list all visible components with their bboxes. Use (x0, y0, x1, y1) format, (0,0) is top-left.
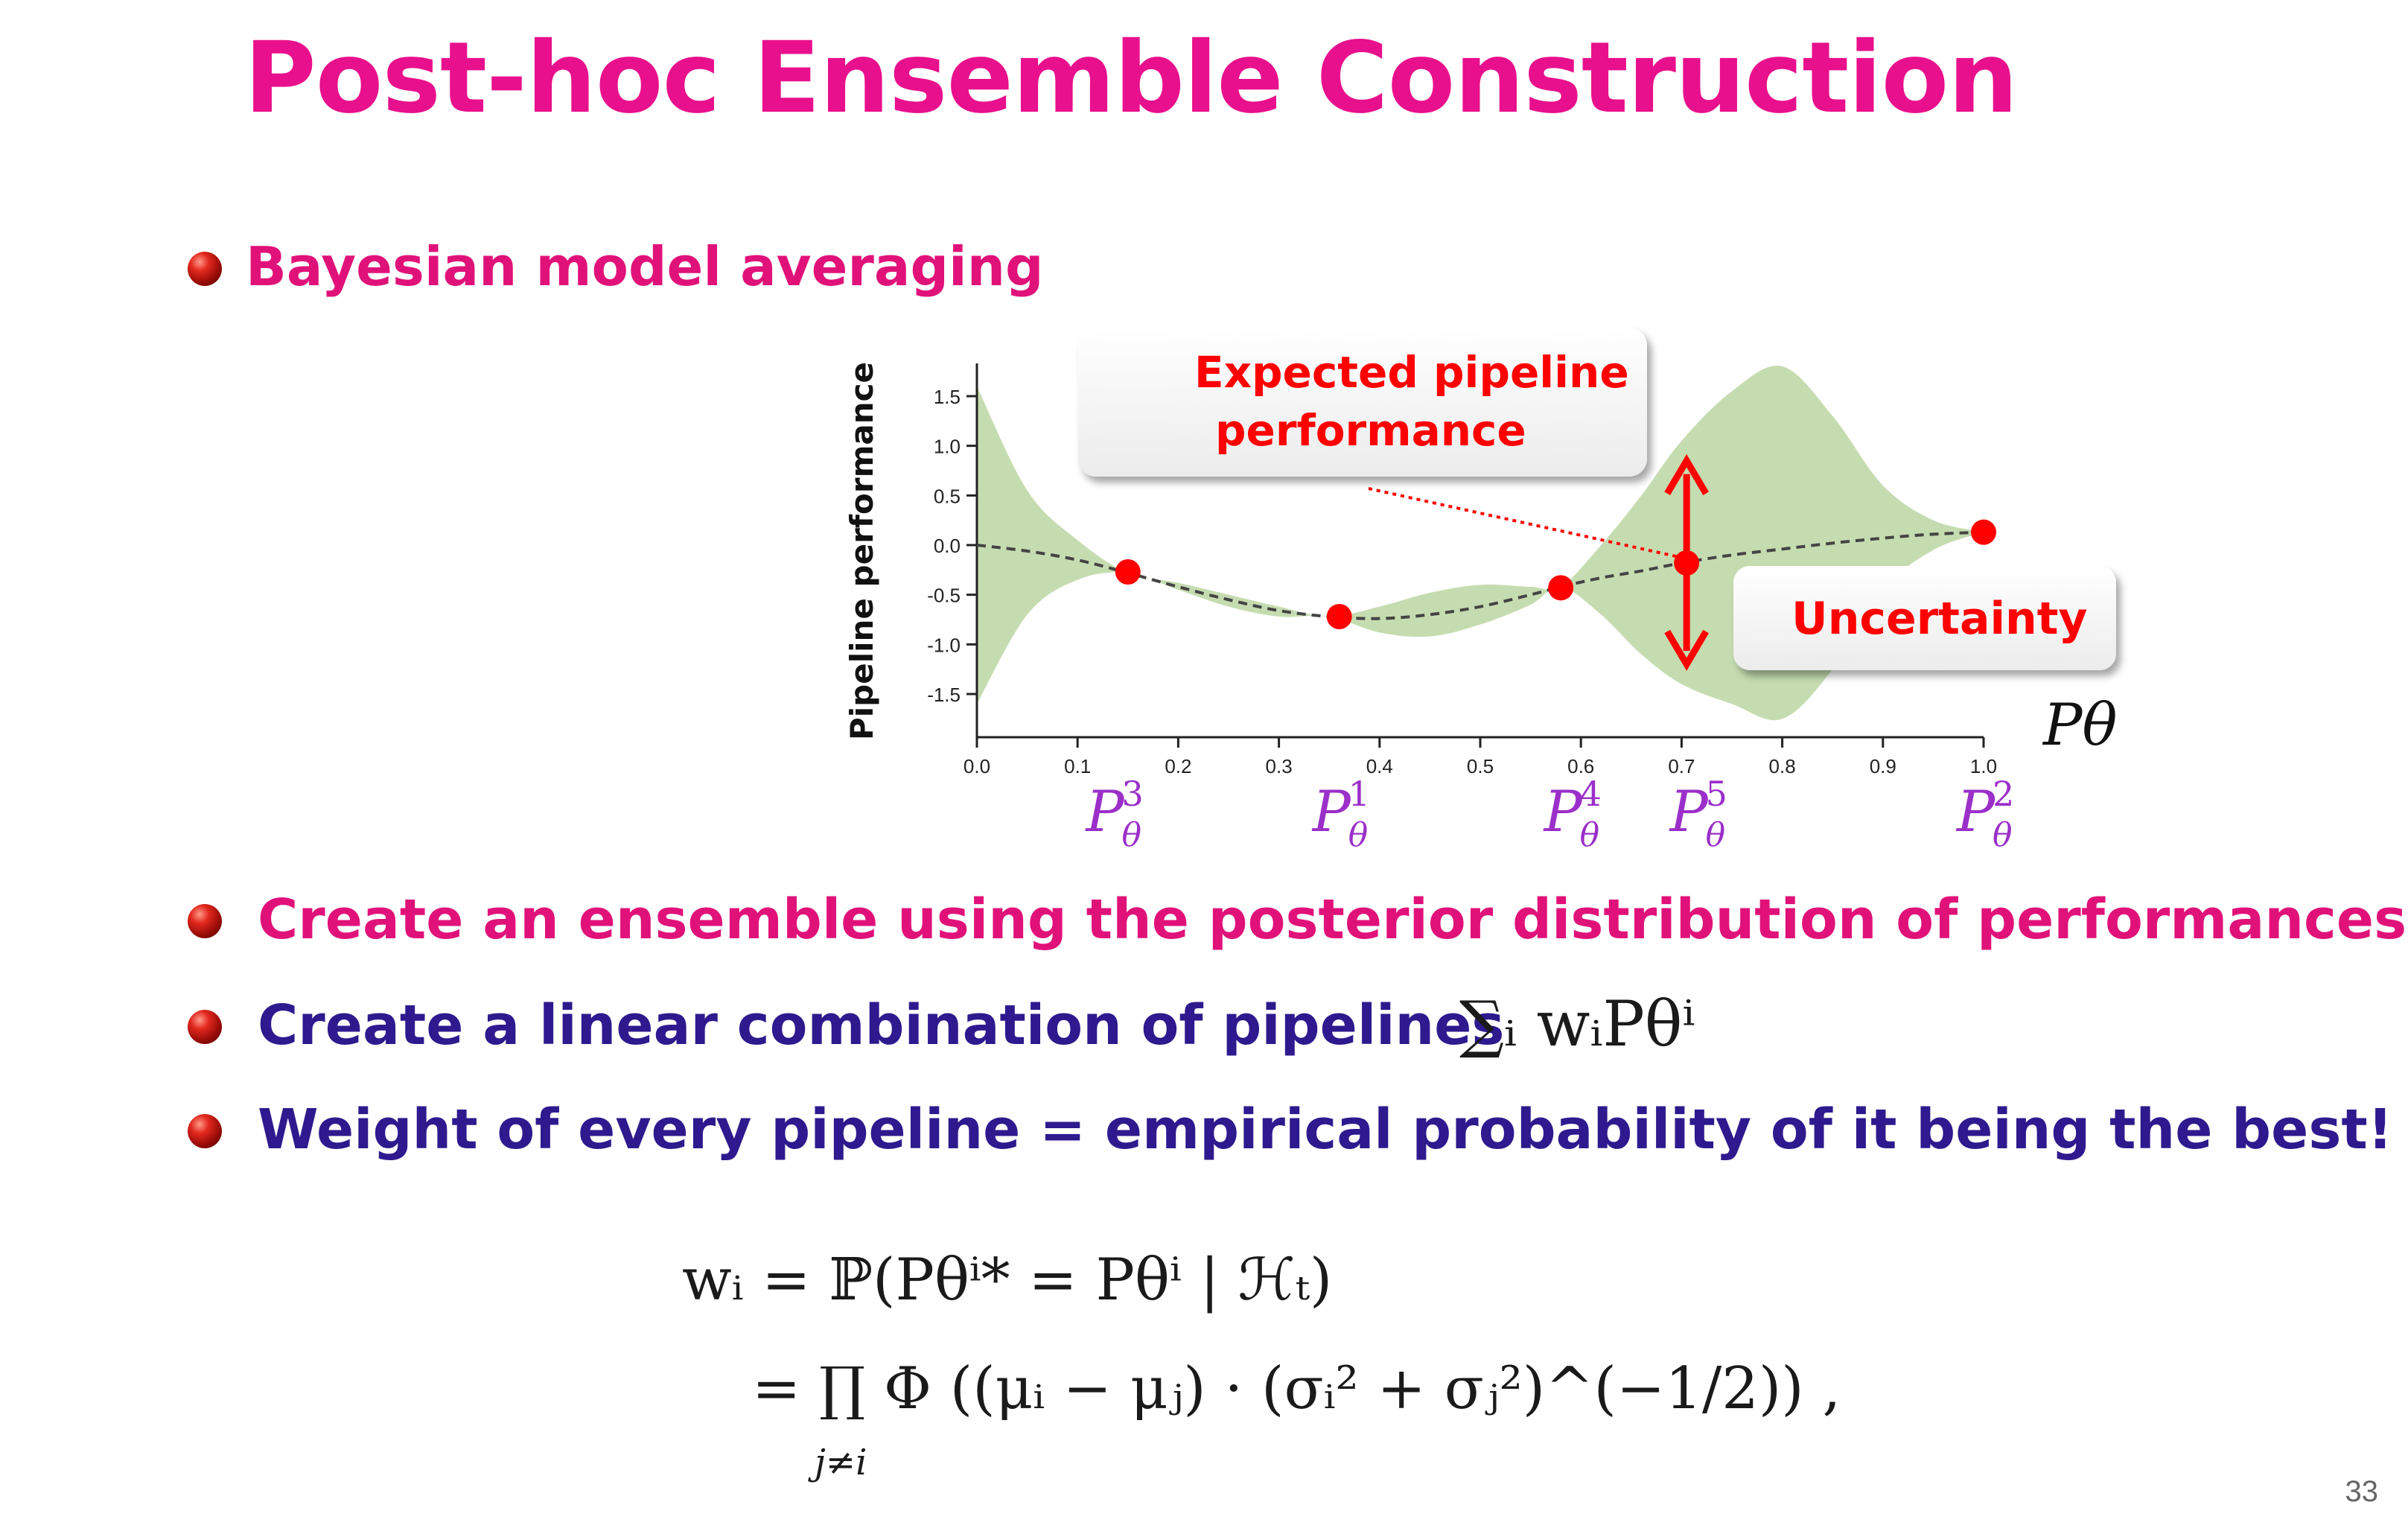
pipeline-label-sub: θ (1993, 816, 2013, 854)
pipeline-label-sup: 5 (1706, 774, 1727, 814)
pipeline-label-base: P (1085, 778, 1126, 844)
y-tick-label: 1.5 (934, 386, 961, 408)
slide-title: Post-hoc Ensemble Construction (244, 21, 2018, 136)
bullet-bayesian: Bayesian model averaging (246, 235, 1044, 298)
pipeline-label-sub: θ (1580, 816, 1600, 854)
pipeline-label-base: P (1543, 778, 1584, 844)
x-tick-label: 0.0 (963, 755, 990, 777)
pipeline-label-sup: 2 (1993, 774, 2014, 814)
pipeline-label-sup: 3 (1122, 774, 1144, 814)
bullet-ensemble-posterior: Create an ensemble using the posterior d… (258, 888, 2407, 952)
x-tick-label: 0.9 (1870, 755, 1896, 777)
bullet-linear-combination: Create a linear combination of pipelines (258, 993, 1505, 1057)
expected-callout-line1: Expected pipeline (1194, 347, 1629, 398)
y-tick-label: 0.5 (934, 485, 961, 507)
pipeline-point (1326, 604, 1352, 629)
x-tick-label: 0.6 (1567, 755, 1594, 777)
y-tick-label: -0.5 (927, 585, 961, 607)
weight-equation-line1: wᵢ = ℙ(Pθⁱ* = Pθⁱ | ℋₜ) (682, 1247, 1333, 1314)
pipeline-label-base: P (1311, 778, 1352, 844)
weight-equation-subscript: j≠i (815, 1442, 867, 1483)
x-tick-label: 0.7 (1668, 755, 1695, 777)
pipeline-label-sub: θ (1348, 816, 1369, 854)
pipeline-label-base: P (1669, 778, 1710, 844)
y-tick-label: -1.0 (927, 634, 961, 656)
uncertainty-arrow-head-up (1664, 454, 1710, 495)
sum-formula: ∑ᵢ wᵢPθⁱ (1459, 987, 1695, 1060)
x-tick-label: 0.1 (1064, 755, 1091, 777)
expected-pointer-line (1368, 487, 1680, 559)
pipeline-label: P5θ (1669, 774, 1727, 854)
bullet-icon (188, 1114, 222, 1148)
pipeline-point (1548, 575, 1574, 601)
y-tick-label: 1.0 (934, 436, 961, 458)
bullet-icon (188, 904, 222, 938)
weight-equation-line2: = ∏ Φ ((μᵢ − μⱼ) · (σᵢ² + σⱼ²)^(−1/2)) , (752, 1355, 1841, 1422)
uncertainty-band (977, 366, 1984, 721)
bullet-weight-definition: Weight of every pipeline = empirical pro… (258, 1098, 2393, 1162)
pipeline-label: P1θ (1311, 774, 1370, 854)
x-tick-label: 0.8 (1769, 755, 1796, 777)
pipeline-label: P3θ (1085, 774, 1144, 854)
pipeline-label-base: P (1955, 778, 1996, 844)
pipeline-label: P2θ (1955, 774, 2014, 854)
pipeline-label-sup: 1 (1348, 774, 1370, 814)
x-tick-label: 1.0 (1970, 755, 1997, 777)
pipeline-label-sup: 4 (1580, 774, 1602, 814)
y-tick-label: 0.0 (934, 535, 961, 557)
expected-performance-callout: Expected pipeline performance (1078, 328, 1647, 477)
page-number: 33 (2345, 1475, 2379, 1508)
uncertainty-arrow-head-down (1664, 629, 1710, 671)
x-tick-label: 0.4 (1366, 755, 1393, 777)
x-axis-label: Pθ (2042, 692, 2117, 759)
pipeline-point (1971, 519, 1996, 545)
bullet-icon (188, 1010, 222, 1044)
y-tick-label: -1.5 (927, 684, 961, 706)
y-axis-label: Pipeline performance (844, 362, 880, 740)
x-tick-label: 0.2 (1165, 755, 1191, 777)
uncertainty-callout: Uncertainty (1733, 566, 2116, 670)
pipeline-point (1115, 559, 1141, 585)
x-tick-label: 0.3 (1266, 755, 1293, 777)
uncertainty-callout-label: Uncertainty (1791, 593, 2088, 645)
mean-curve (976, 530, 1984, 620)
x-tick-label: 0.5 (1467, 755, 1494, 777)
bullet-icon (188, 252, 222, 286)
pipeline-label: P4θ (1543, 774, 1602, 854)
pipeline-label-sub: θ (1122, 816, 1142, 854)
pipeline-label-sub: θ (1706, 816, 1726, 854)
pipeline-point (1674, 550, 1700, 576)
expected-callout-line2: performance (1215, 405, 1526, 456)
